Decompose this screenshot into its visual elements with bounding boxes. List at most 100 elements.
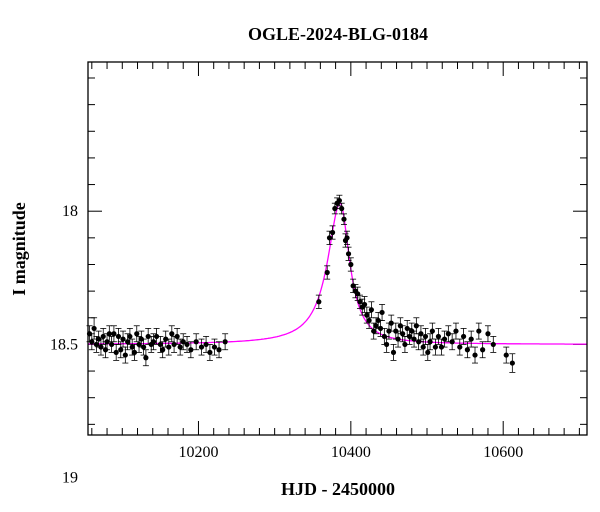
data-point [344,230,351,245]
data-point [475,322,482,340]
point-marker [445,331,451,337]
point-marker [129,344,135,350]
data-point [383,336,390,353]
point-marker [422,333,429,340]
point-marker [166,344,172,350]
point-marker [326,235,333,241]
point-marker [143,355,149,361]
point-marker [377,325,384,332]
point-marker [344,235,350,241]
point-marker [89,339,95,345]
data-point [452,322,459,340]
data-point [168,325,175,343]
data-point [216,341,223,359]
y-tick-label: 18.5 [50,336,78,353]
point-marker [411,336,417,342]
data-point [399,325,406,343]
point-marker [207,349,213,356]
data-point [165,338,172,356]
point-marker [145,333,151,340]
data-point [177,338,184,356]
axis-ticks [88,62,587,435]
data-point [468,330,475,348]
data-point [449,333,456,351]
data-point [401,336,408,353]
point-marker [100,333,106,340]
point-marker [316,299,322,305]
point-marker [348,261,354,268]
data-point [490,336,497,353]
data-points [86,194,516,373]
point-marker [109,341,115,348]
data-point [464,341,471,359]
data-point [336,194,343,207]
point-marker [460,333,467,340]
point-marker [457,344,463,350]
point-marker [490,341,496,348]
data-point [222,333,229,351]
point-marker [373,323,379,329]
point-marker [157,341,163,348]
point-marker [111,331,117,337]
data-point [159,341,166,359]
data-point [142,349,149,367]
point-marker [357,299,363,305]
point-marker [113,349,119,356]
point-marker [134,331,140,337]
data-point [180,333,187,351]
data-point [88,333,95,351]
x-tick-label: 10600 [483,444,523,461]
y-tick-label: 18 [62,203,78,220]
point-marker [384,341,390,348]
point-marker [222,339,228,345]
point-marker [429,328,435,334]
point-marker [171,341,177,348]
point-marker [188,347,194,353]
data-point [484,325,491,343]
model-curve-group [88,202,587,345]
point-marker [388,320,394,326]
point-marker [476,328,482,334]
point-marker [339,205,345,212]
data-point [117,341,124,359]
point-marker [503,352,509,358]
point-marker [341,216,347,222]
point-marker [93,341,99,348]
point-marker [453,328,459,334]
point-marker [329,229,336,236]
x-tick-label: 10400 [331,444,371,461]
point-marker [136,341,142,348]
point-marker [371,328,377,334]
point-marker [193,339,199,345]
data-point [460,328,467,345]
point-marker [177,344,183,350]
data-point [361,296,368,313]
point-marker [203,341,209,348]
point-marker [427,339,433,345]
point-marker [485,331,491,337]
data-point [329,225,336,240]
point-marker [106,331,112,337]
data-point [340,213,347,225]
chart-title: OGLE-2024-BLG-0184 [248,24,428,44]
point-marker [368,307,375,313]
point-marker [125,339,131,345]
y-tick-label: 19 [62,470,78,487]
data-point [479,341,486,359]
point-marker [131,349,138,356]
point-marker [509,360,515,366]
point-marker [480,347,486,353]
data-point [435,328,442,345]
data-point [438,338,445,356]
point-marker [118,347,124,353]
data-point [366,312,373,329]
point-marker [390,349,397,356]
data-point [345,246,352,261]
data-point [472,346,479,364]
point-marker [364,312,370,318]
data-point [174,328,181,345]
point-marker [345,251,352,257]
point-marker [127,333,133,340]
point-marker [379,309,385,316]
point-marker [361,301,368,308]
